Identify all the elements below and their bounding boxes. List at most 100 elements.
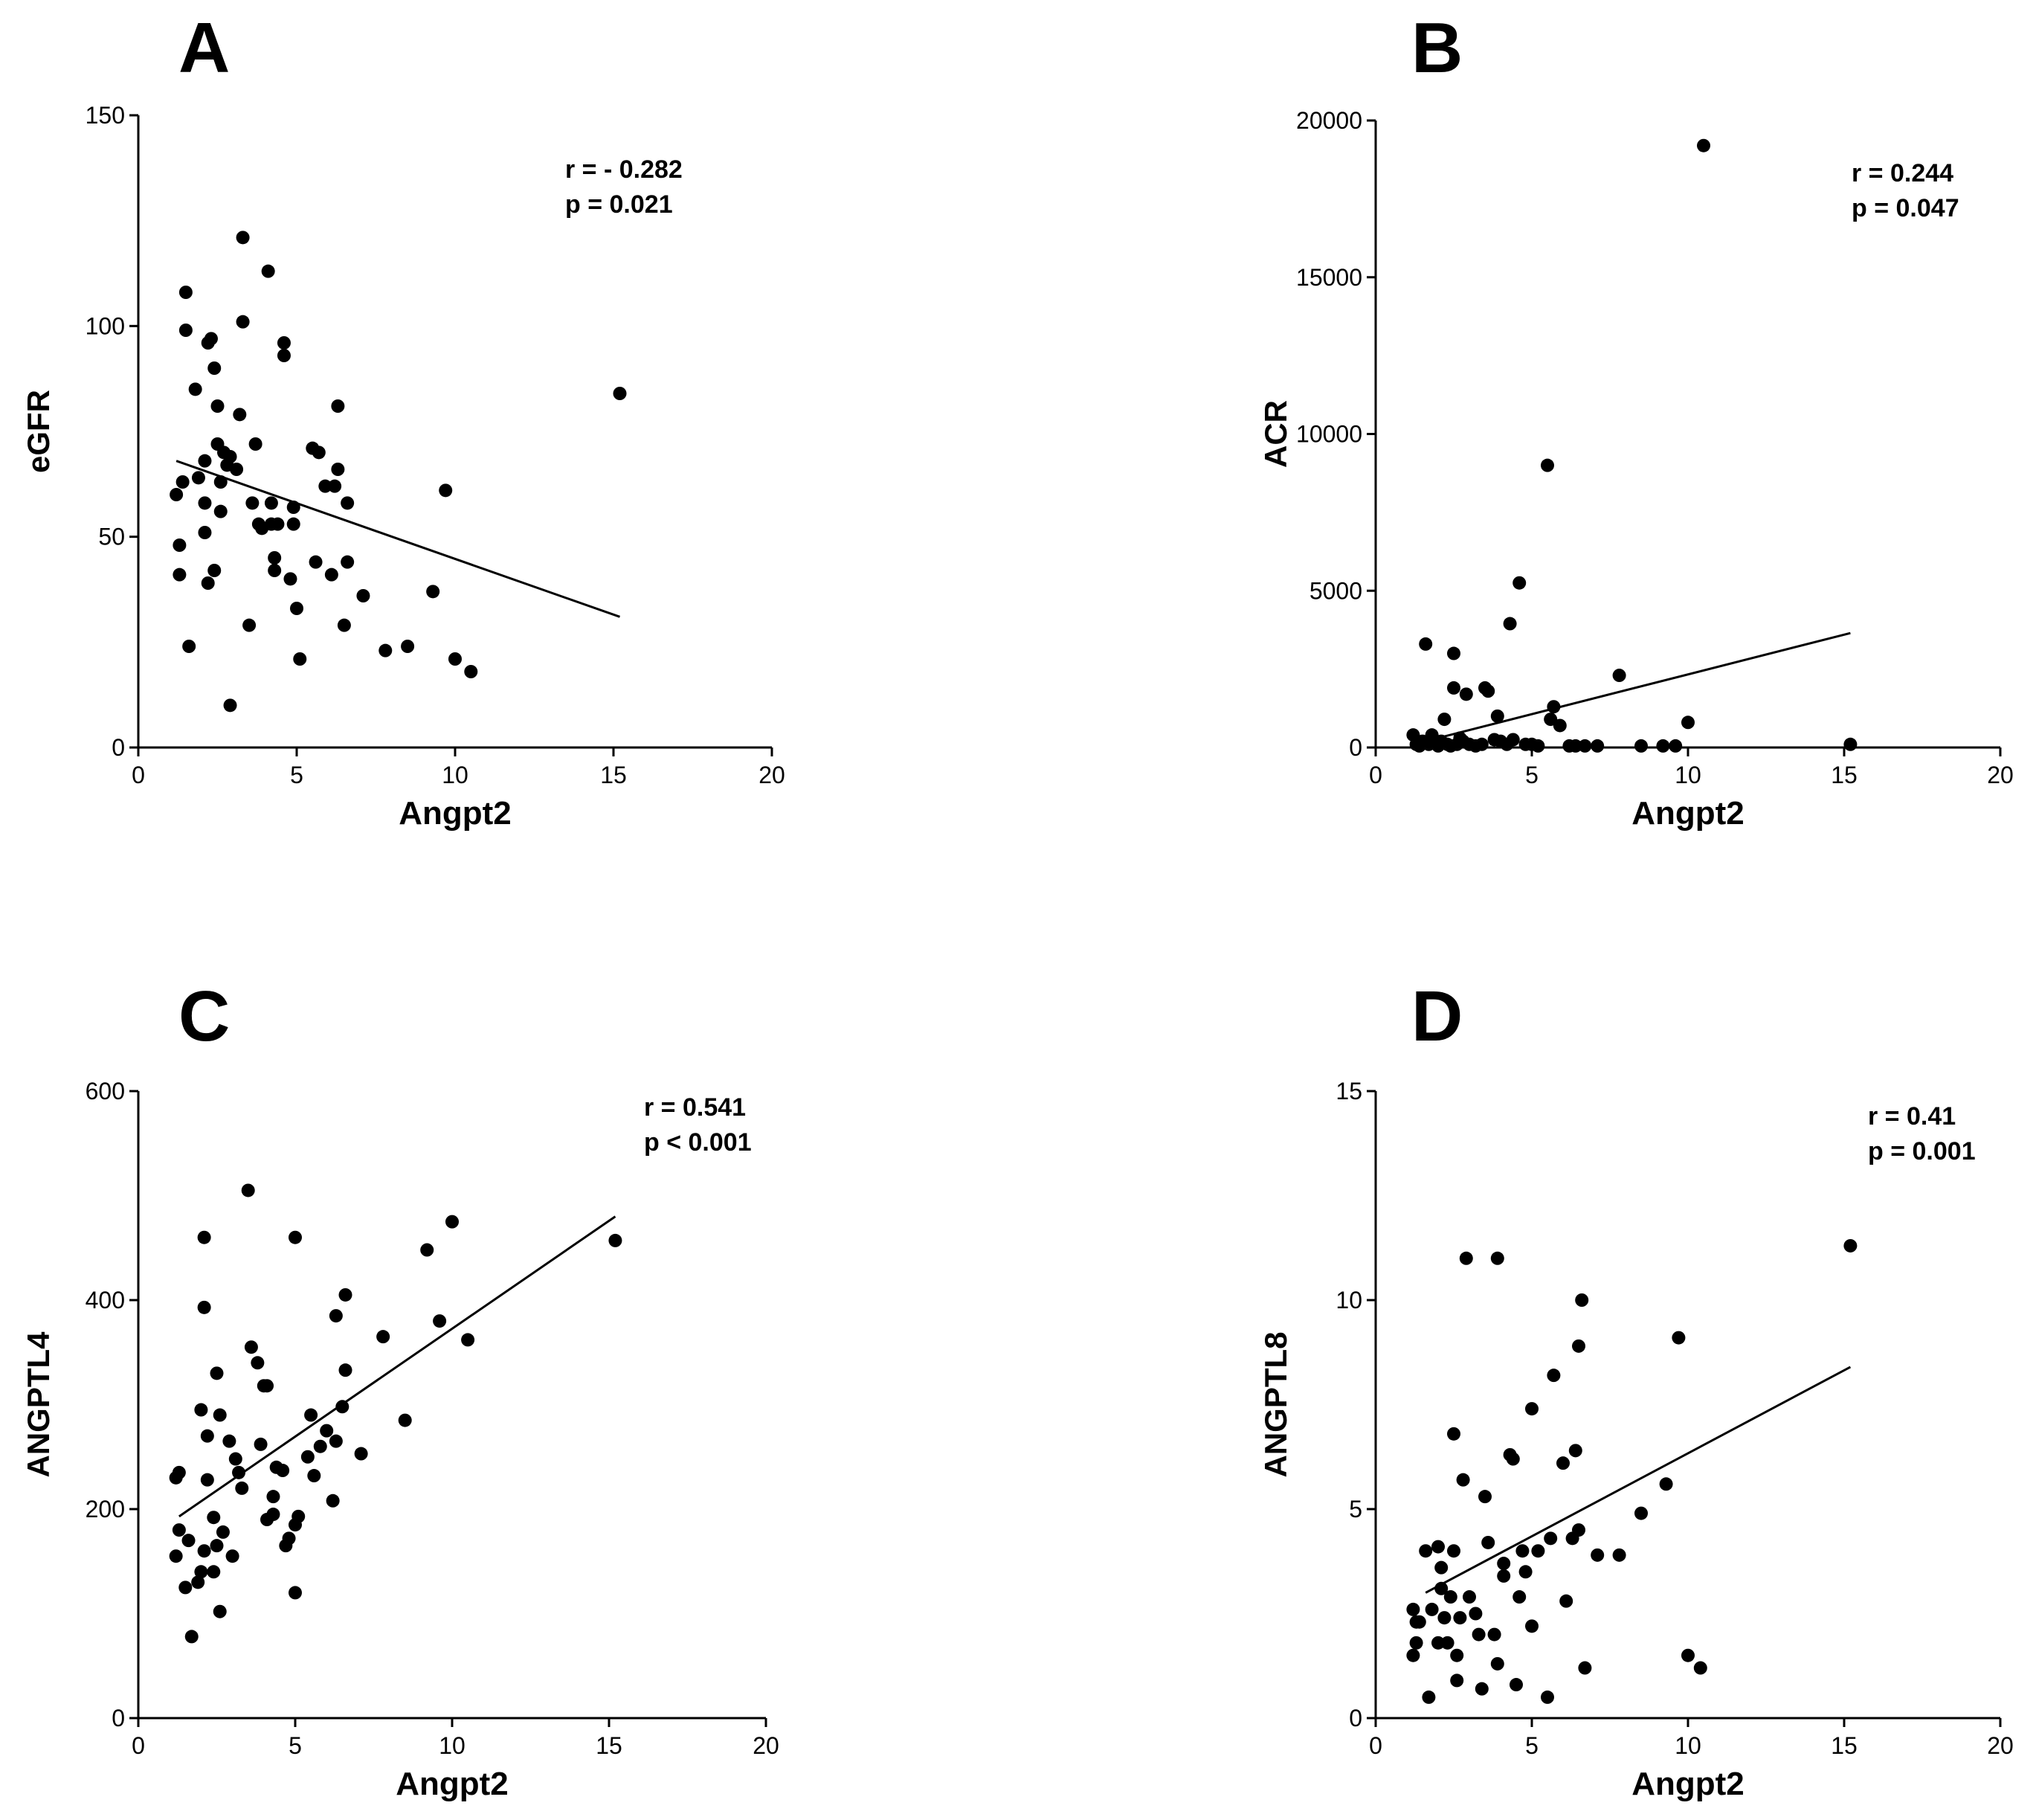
data-point — [445, 1215, 459, 1229]
data-point — [1672, 1331, 1686, 1345]
panel-b-r-value: r = 0.244 — [1852, 159, 1954, 187]
data-point — [223, 450, 237, 463]
data-point — [313, 1439, 327, 1453]
data-point — [1412, 1615, 1426, 1629]
data-point — [1693, 1661, 1707, 1675]
y-tick-label: 0 — [112, 1705, 125, 1731]
data-point — [613, 387, 627, 400]
data-point — [1512, 576, 1527, 590]
data-point — [173, 538, 187, 552]
panel-c-letter: C — [178, 977, 231, 1056]
x-tick-label: 10 — [442, 762, 468, 788]
data-point — [244, 1340, 258, 1354]
x-tick-label: 15 — [596, 1732, 622, 1759]
x-tick-label: 20 — [1987, 762, 2014, 788]
data-point — [200, 1473, 214, 1487]
data-point — [335, 1400, 349, 1414]
data-point — [1419, 637, 1433, 651]
data-point — [324, 567, 338, 582]
panel-a-p-value: p = 0.021 — [565, 190, 673, 219]
data-point — [1556, 1456, 1570, 1470]
x-tick-label: 15 — [1831, 762, 1858, 788]
data-point — [1669, 739, 1683, 753]
data-point — [289, 1586, 302, 1600]
y-tick-label: 5000 — [1309, 577, 1362, 604]
data-point — [191, 1575, 205, 1589]
y-axis-title: ANGPTL4 — [21, 1331, 56, 1478]
data-point — [1591, 1548, 1605, 1562]
data-point — [1497, 1569, 1511, 1583]
data-point — [213, 1408, 227, 1422]
plot-d: 0 5 10 15 20 0 5 10 15 Angpt2 ANGPTL8 — [1258, 1078, 2014, 1802]
data-point — [1525, 1402, 1539, 1416]
y-axis-title: ACR — [1258, 400, 1293, 468]
data-point — [1425, 728, 1439, 742]
data-point — [178, 286, 193, 299]
data-point — [1634, 1506, 1648, 1520]
data-point — [182, 640, 196, 653]
data-point — [1553, 718, 1567, 733]
data-point — [331, 463, 345, 476]
panel-d-letter: D — [1411, 977, 1463, 1056]
data-point — [175, 475, 190, 489]
data-point — [204, 332, 218, 346]
data-point — [1681, 716, 1695, 730]
data-point — [1503, 617, 1517, 631]
data-point — [398, 1413, 412, 1427]
data-point — [420, 1243, 434, 1257]
x-tick-label: 15 — [1831, 1732, 1858, 1759]
data-point — [1419, 1544, 1433, 1558]
data-point — [1531, 739, 1545, 753]
data-point — [1634, 739, 1648, 753]
data-point — [1572, 1339, 1585, 1353]
data-point — [329, 1434, 343, 1448]
data-point — [1409, 1636, 1423, 1650]
data-point — [326, 1493, 340, 1508]
data-point — [230, 463, 244, 476]
data-point — [178, 324, 193, 337]
data-point — [461, 1333, 475, 1347]
data-point — [433, 1314, 447, 1328]
data-point — [1406, 1602, 1420, 1616]
data-point — [439, 483, 453, 498]
y-tick-label: 15 — [1336, 1078, 1362, 1104]
x-tick-label: 0 — [1369, 762, 1382, 788]
data-point — [207, 361, 222, 375]
x-tick-label: 5 — [289, 1732, 302, 1759]
data-point — [225, 1549, 239, 1563]
data-point — [1425, 1602, 1439, 1616]
data-point — [376, 1330, 390, 1344]
y-axis-title: ANGPTL8 — [1258, 1331, 1293, 1477]
data-point — [213, 504, 228, 518]
data-point — [172, 1465, 186, 1479]
y-tick-label: 10000 — [1296, 421, 1362, 448]
data-point — [337, 618, 351, 632]
data-point — [268, 564, 282, 577]
data-point — [181, 1534, 196, 1548]
data-point — [1481, 1535, 1495, 1549]
data-point — [1544, 713, 1558, 727]
y-tick-label: 15000 — [1296, 264, 1362, 291]
panel-a-letter: A — [178, 8, 231, 88]
data-point — [173, 567, 187, 582]
data-point — [318, 479, 332, 493]
data-point — [228, 1452, 242, 1466]
data-point — [1510, 1678, 1523, 1692]
panel-c-p-value: p < 0.001 — [644, 1128, 752, 1157]
data-point — [277, 336, 291, 350]
x-tick-label: 20 — [758, 762, 785, 788]
data-point — [1541, 1690, 1554, 1704]
data-point — [1572, 1523, 1585, 1537]
regression-line — [178, 1215, 616, 1518]
x-tick-label: 0 — [1369, 1732, 1382, 1759]
panel-b-p-value: p = 0.047 — [1852, 194, 1959, 222]
x-axis-title: Angpt2 — [396, 1766, 509, 1802]
data-point — [1472, 1627, 1486, 1641]
data-point — [1434, 1581, 1449, 1595]
y-tick-label: 10 — [1336, 1287, 1362, 1313]
x-tick-label: 20 — [753, 1732, 779, 1759]
data-point — [1497, 1557, 1511, 1571]
y-tick-label: 0 — [1349, 1705, 1362, 1731]
regression-line — [175, 460, 621, 618]
